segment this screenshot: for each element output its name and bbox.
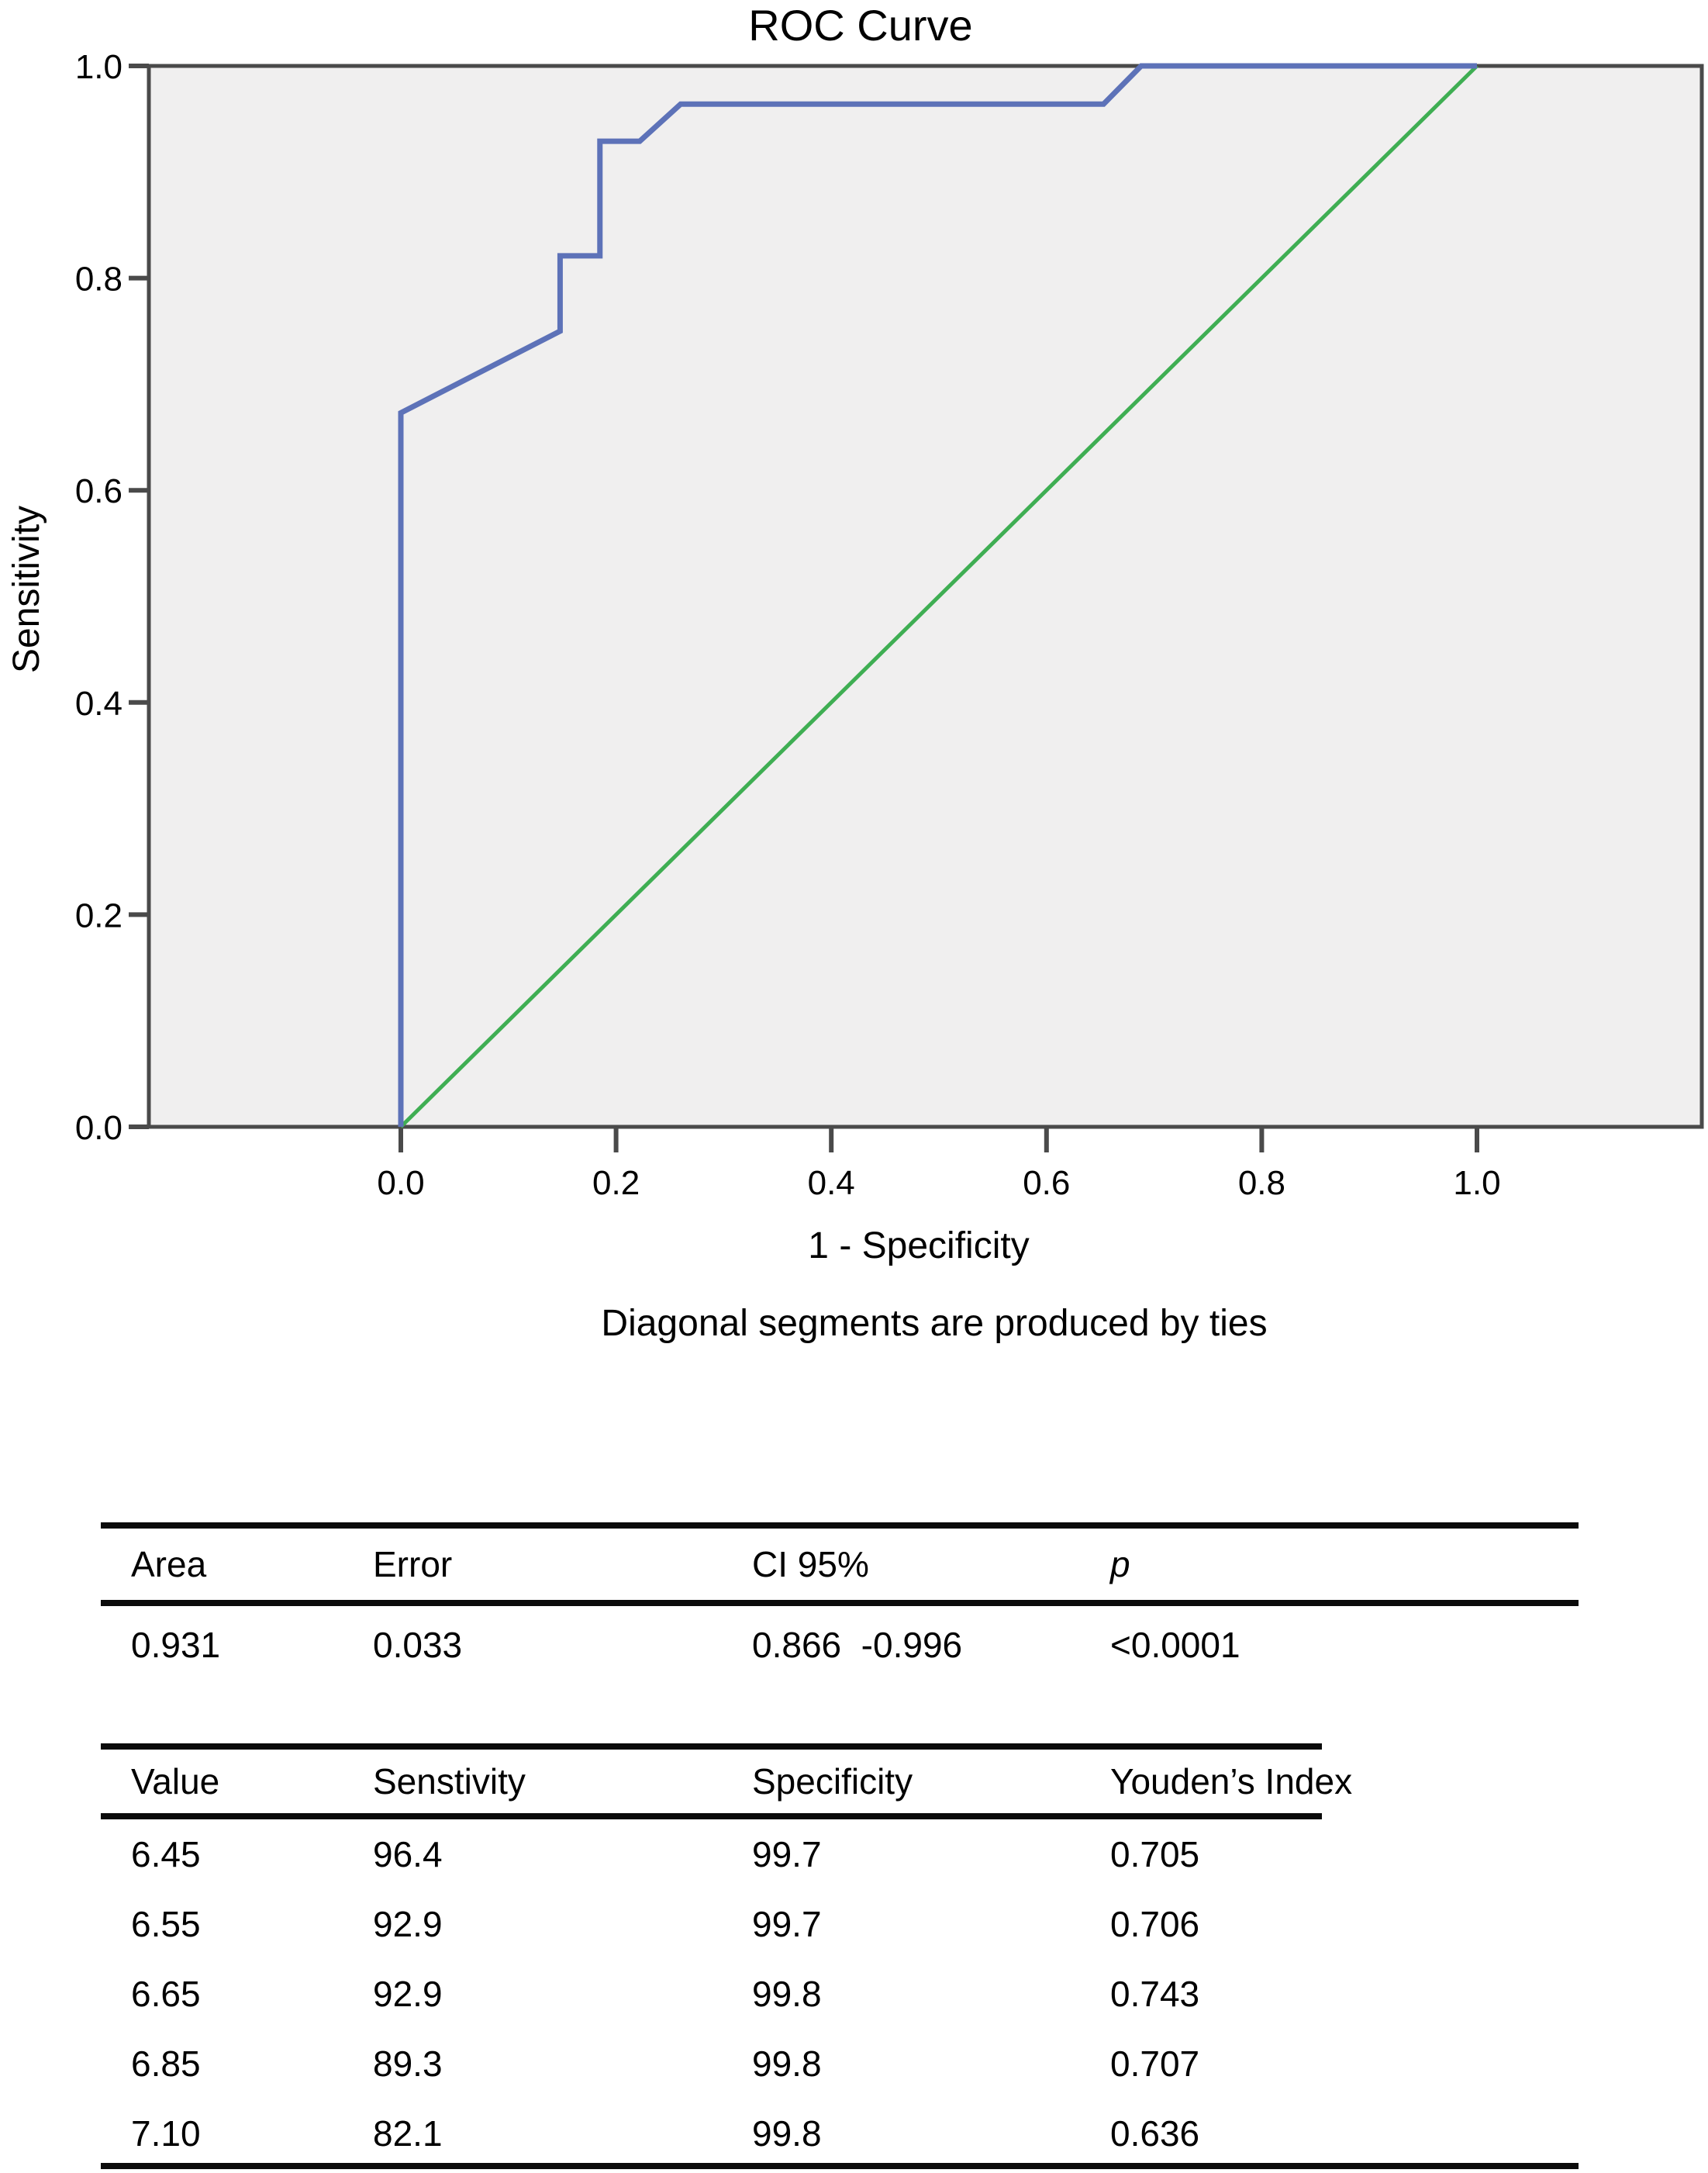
table-row: 6.85 89.3 99.8 0.707 [101, 2029, 1579, 2099]
chart-title: ROC Curve [748, 1, 972, 50]
chart-series [398, 63, 1479, 1128]
table-cell: 0.636 [1110, 2113, 1200, 2154]
y-tick-label: 0.8 [75, 261, 122, 299]
table-cell: 99.7 [752, 1904, 822, 1944]
axis-ticks: 0.0 0.2 0.4 0.6 0.8 1.0 0.0 0.2 0.4 0.6 0.8 1.0 [75, 48, 1501, 1202]
plot-area [147, 64, 1704, 1129]
x-tick-label: 1.0 [1453, 1164, 1500, 1202]
y-axis-label: Sensitivity [6, 506, 47, 673]
cutoff-table-body: 6.45 96.4 99.7 0.705 6.55 92.9 99.7 0.706 6.65 92… [101, 1819, 1579, 2168]
table-header-cell: CI 95% [752, 1544, 869, 1584]
table-row: 0.931 0.033 0.866 -0.996 <0.0001 [101, 1606, 1579, 1684]
table-header-cell: Value [131, 1761, 220, 1802]
table-cell: 6.55 [131, 1904, 201, 1944]
cutoff-table: Value Senstivity Specificity Youden’s Index… [101, 1743, 1579, 2168]
y-tick-label: 0.6 [75, 472, 122, 510]
auc-table: Area Error CI 95% p 0.931 0.033 0.866 -0.996 <… [101, 1522, 1579, 1684]
table-header-cell: Area [131, 1544, 207, 1584]
table-cell: 6.45 [131, 1834, 201, 1874]
table-cell: 0.931 [131, 1625, 221, 1665]
table-header-cell: Error [373, 1544, 453, 1584]
x-tick-label: 0.6 [1023, 1164, 1070, 1202]
table-row: 6.55 92.9 99.7 0.706 [101, 1889, 1579, 1959]
auc-table-header-rule [101, 1600, 1579, 1606]
table-cell: 99.8 [752, 2113, 822, 2154]
table-cell: 99.7 [752, 1834, 822, 1874]
table-cell: 7.10 [131, 2113, 201, 2154]
table-header-cell: Youden’s Index [1110, 1761, 1353, 1802]
y-tick-label: 1.0 [75, 48, 122, 86]
x-tick-label: 0.4 [808, 1164, 855, 1202]
table-cell: 92.9 [373, 1904, 443, 1944]
table-cell: 6.65 [131, 1974, 201, 2014]
table-cell: 0.743 [1110, 1974, 1200, 2014]
cutoff-table-top-rule [101, 1743, 1322, 1750]
table-row: 6.45 96.4 99.7 0.705 [101, 1819, 1579, 1889]
table-cell: 0.707 [1110, 2043, 1200, 2084]
table-cell: 92.9 [373, 1974, 443, 2014]
table-cell: 99.8 [752, 1974, 822, 2014]
table-cell: 0.705 [1110, 1834, 1200, 1874]
table-header-cell: p [1110, 1544, 1130, 1584]
x-tick-label: 0.8 [1238, 1164, 1285, 1202]
x-tick-label: 0.2 [592, 1164, 640, 1202]
table-cell: 99.8 [752, 2043, 822, 2084]
roc-chart: ROC Curve 0.0 0.2 0.4 0.6 0.8 1.0 0.0 0.2 0.4 0.6… [6, 1, 1704, 1344]
table-row: 7.10 82.1 99.8 0.636 [101, 2099, 1579, 2168]
table-cell: 96.4 [373, 1834, 443, 1874]
x-tick-label: 0.0 [377, 1164, 424, 1202]
table-cell: 0.706 [1110, 1904, 1200, 1944]
table-cell: 0.033 [373, 1625, 463, 1665]
table-cell: <0.0001 [1110, 1625, 1240, 1665]
y-tick-label: 0.0 [75, 1109, 122, 1147]
cutoff-table-header-row: Value Senstivity Specificity Youden’s Index [101, 1750, 1579, 1813]
auc-table-top-rule [101, 1522, 1579, 1529]
table-row: 6.65 92.9 99.8 0.743 [101, 1959, 1579, 2029]
x-axis-label: 1 - Specificity [808, 1225, 1029, 1266]
chart-caption: Diagonal segments are produced by ties [601, 1303, 1267, 1344]
table-cell: 89.3 [373, 2043, 443, 2084]
roc-curve-line [398, 63, 1477, 1127]
table-header-cell: Specificity [752, 1761, 913, 1802]
table-cell: 6.85 [131, 2043, 201, 2084]
cutoff-table-header-rule [101, 1813, 1322, 1819]
y-tick-label: 0.4 [75, 685, 122, 723]
auc-table-header-row: Area Error CI 95% p [101, 1529, 1579, 1600]
y-tick-label: 0.2 [75, 896, 122, 934]
cutoff-table-bottom-rule [101, 2163, 1579, 2169]
reference-diagonal-line [399, 64, 1479, 1128]
table-header-cell: Senstivity [373, 1761, 526, 1802]
table-cell: 82.1 [373, 2113, 443, 2154]
table-cell: 0.866 -0.996 [752, 1625, 963, 1665]
auc-table-body: 0.931 0.033 0.866 -0.996 <0.0001 [101, 1606, 1579, 1684]
